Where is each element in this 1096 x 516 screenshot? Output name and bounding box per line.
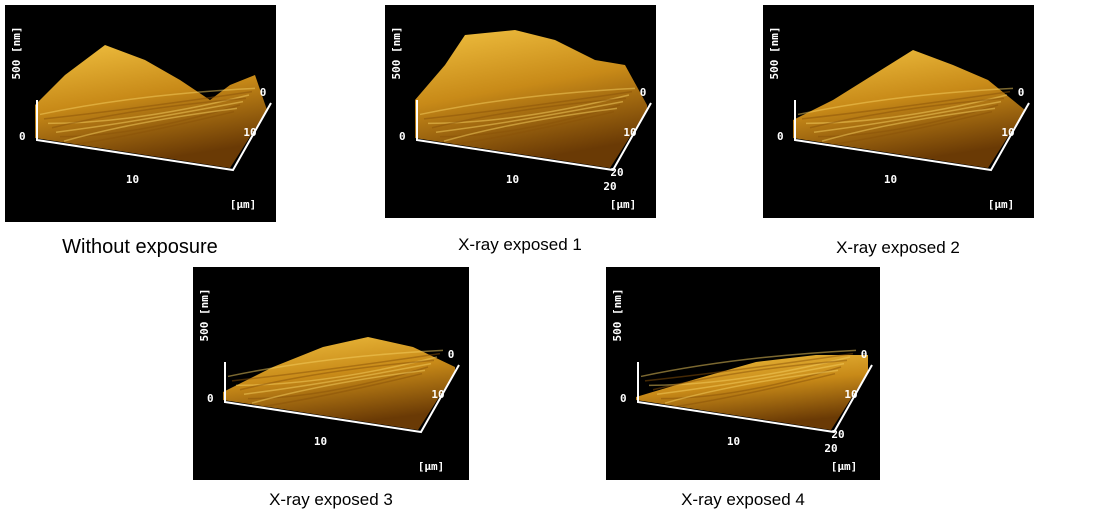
afm-image: 500 [nm] 0 10 20 0 10 20 [µm] <box>385 5 656 218</box>
z-zero: 0 <box>207 392 214 405</box>
z-label: 500 [nm] <box>611 289 624 342</box>
afm-image: 500 [nm] 0 10 0 10 [µm] <box>193 267 469 480</box>
afm-image: 500 [nm] 0 10 0 10 [µm] <box>763 5 1034 218</box>
y-tick-label: 10 <box>1001 126 1014 139</box>
z-zero: 0 <box>399 130 406 143</box>
unit-label: [µm] <box>988 198 1015 211</box>
z-label: 500 [nm] <box>768 27 781 80</box>
caption: X-ray exposed 2 <box>758 238 1038 258</box>
unit-label: [µm] <box>610 198 637 211</box>
y-tick-label: 0 <box>448 348 455 361</box>
page: 500 [nm] 0 10 0 10 [µm] Without exposure 500 [n… <box>0 0 1096 516</box>
caption: X-ray exposed 1 <box>380 235 660 255</box>
z-zero: 0 <box>777 130 784 143</box>
caption: X-ray exposed 3 <box>191 490 471 510</box>
x-tick-label: 20 <box>824 442 837 455</box>
z-zero: 0 <box>620 392 627 405</box>
y-tick-label: 10 <box>844 388 857 401</box>
y-tick-label: 20 <box>831 428 844 441</box>
y-tick-label: 10 <box>623 126 636 139</box>
x-tick-label: 10 <box>126 173 139 186</box>
x-tick-label: 10 <box>727 435 740 448</box>
y-tick-label: 20 <box>610 166 623 179</box>
z-label: 500 [nm] <box>390 27 403 80</box>
y-tick-label: 0 <box>260 86 267 99</box>
z-zero: 0 <box>19 130 26 143</box>
caption: X-ray exposed 4 <box>603 490 883 510</box>
x-tick-label: 10 <box>884 173 897 186</box>
unit-label: [µm] <box>418 460 445 473</box>
unit-label: [µm] <box>831 460 858 473</box>
y-tick-label: 0 <box>640 86 647 99</box>
z-label: 500 [nm] <box>10 27 23 80</box>
y-tick-label: 0 <box>861 348 868 361</box>
caption: Without exposure <box>0 236 280 259</box>
x-tick-label: 20 <box>603 180 616 193</box>
y-tick-label: 0 <box>1018 86 1025 99</box>
x-tick-label: 10 <box>314 435 327 448</box>
x-tick-label: 10 <box>506 173 519 186</box>
afm-image: 500 [nm] 0 10 0 10 [µm] <box>5 5 276 222</box>
z-label: 500 [nm] <box>198 289 211 342</box>
unit-label: [µm] <box>230 198 257 211</box>
afm-image: 500 [nm] 0 10 20 0 10 20 [µm] <box>606 267 880 480</box>
y-tick-label: 10 <box>243 126 256 139</box>
y-tick-label: 10 <box>431 388 444 401</box>
